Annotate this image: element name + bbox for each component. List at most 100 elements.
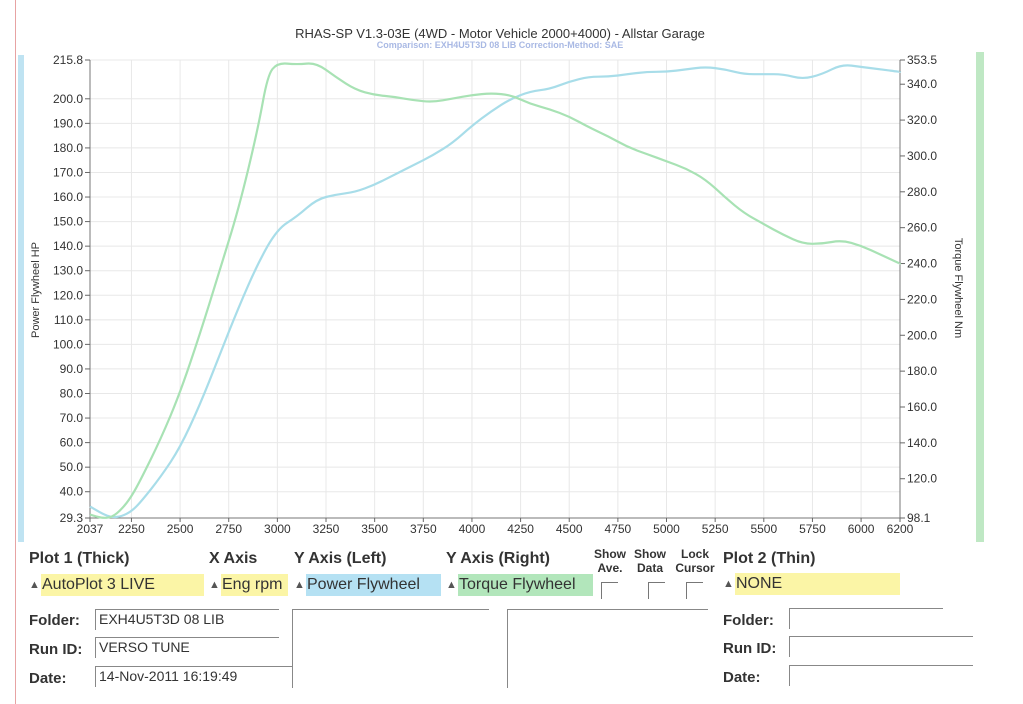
x-tick-label: 3750 bbox=[410, 522, 437, 536]
spinner-icon[interactable]: ▲︎ bbox=[294, 579, 305, 591]
plot1-date-label: Date: bbox=[29, 670, 67, 687]
right-tick-label: 260.0 bbox=[907, 221, 937, 235]
plot1-selector-value[interactable]: AutoPlot 3 LIVE bbox=[41, 574, 204, 596]
plot1-selector[interactable]: ▲︎ AutoPlot 3 LIVE bbox=[29, 574, 205, 596]
plot2-runid-value bbox=[789, 636, 973, 657]
x-tick-label: 5750 bbox=[799, 522, 826, 536]
x-tick-label: 5250 bbox=[702, 522, 729, 536]
lock-cursor-label: Lock Cursor bbox=[670, 547, 720, 575]
x-tick-label: 2250 bbox=[118, 522, 145, 536]
right-tick-label: 220.0 bbox=[907, 292, 937, 306]
left-tick-label: 150.0 bbox=[53, 215, 83, 229]
show-ave-label: Show Ave. bbox=[589, 547, 631, 575]
chart-series bbox=[89, 62, 902, 519]
spinner-icon[interactable]: ▲︎ bbox=[209, 579, 220, 591]
plot2-date-label: Date: bbox=[723, 669, 761, 686]
right-tick-label: 320.0 bbox=[907, 113, 937, 127]
x-tick-label: 3000 bbox=[264, 522, 291, 536]
right-tick-label: 120.0 bbox=[907, 472, 937, 486]
notes-box-2 bbox=[507, 609, 708, 688]
x-axis-ticks: 2037 2250 2500 2750 3000 3250 3500 3750 4000 4250… bbox=[77, 518, 914, 536]
left-tick-label: 160.0 bbox=[53, 190, 83, 204]
show-data-label-line1: Show bbox=[634, 547, 666, 561]
plot1-runid-value: VERSO TUNE bbox=[95, 637, 279, 658]
yleft-heading: Y Axis (Left) bbox=[294, 550, 387, 567]
xaxis-selector-value[interactable]: Eng rpm bbox=[221, 574, 288, 596]
left-tick-label: 120.0 bbox=[53, 288, 83, 302]
show-ave-checkbox[interactable] bbox=[601, 582, 618, 599]
plot2-date-value bbox=[789, 665, 973, 686]
right-tick-label: 240.0 bbox=[907, 257, 937, 271]
left-tick-label: 215.8 bbox=[53, 53, 83, 67]
right-tick-label: 98.1 bbox=[907, 511, 931, 525]
left-tick-label: 200.0 bbox=[53, 92, 83, 106]
chart-subtitle: Comparison: EXH4U5T3D 08 LIB Correction-… bbox=[376, 40, 624, 50]
right-axis-ticks: 353.5 340.0 320.0 300.0 280.0 260.0 240.0 220.0… bbox=[900, 53, 937, 525]
lock-cursor-label-line1: Lock bbox=[680, 547, 709, 561]
right-tick-label: 160.0 bbox=[907, 400, 937, 414]
series-line-torque-flywheel bbox=[89, 62, 902, 519]
chart-grid bbox=[89, 59, 901, 519]
plot2-selector[interactable]: ▲︎ NONE bbox=[723, 573, 901, 595]
left-tick-label: 170.0 bbox=[53, 165, 83, 179]
lock-cursor-label-line2: Cursor bbox=[675, 561, 715, 575]
x-tick-label: 3500 bbox=[361, 522, 388, 536]
xaxis-selector[interactable]: ▲︎ Eng rpm bbox=[209, 574, 289, 596]
dyno-chart[interactable]: 215.8 200.0 190.0 180.0 170.0 160.0 150.0 140.0… bbox=[0, 0, 1023, 550]
right-axis-color-band bbox=[976, 52, 984, 542]
left-tick-label: 60.0 bbox=[60, 436, 84, 450]
x-tick-label: 4500 bbox=[556, 522, 583, 536]
left-tick-label: 100.0 bbox=[53, 337, 83, 351]
plot1-folder-label: Folder: bbox=[29, 612, 80, 629]
x-tick-label: 2750 bbox=[215, 522, 242, 536]
yright-selector-value[interactable]: Torque Flywheel bbox=[458, 574, 593, 596]
right-tick-label: 140.0 bbox=[907, 436, 937, 450]
series-line-power-flywheel bbox=[89, 64, 902, 519]
spinner-icon[interactable]: ▲︎ bbox=[723, 578, 734, 590]
notes-box-1 bbox=[292, 609, 489, 688]
x-tick-label: 5500 bbox=[750, 522, 777, 536]
right-tick-label: 200.0 bbox=[907, 328, 937, 342]
plot2-heading: Plot 2 (Thin) bbox=[723, 550, 816, 567]
yright-heading: Y Axis (Right) bbox=[446, 550, 551, 567]
show-ave-label-line2: Ave. bbox=[597, 561, 623, 575]
left-tick-label: 70.0 bbox=[60, 411, 84, 425]
xaxis-heading: X Axis bbox=[209, 550, 258, 567]
x-tick-label: 6000 bbox=[848, 522, 875, 536]
left-tick-label: 29.3 bbox=[60, 511, 84, 525]
left-tick-label: 40.0 bbox=[60, 485, 84, 499]
plot2-folder-label: Folder: bbox=[723, 612, 774, 629]
left-tick-label: 180.0 bbox=[53, 141, 83, 155]
plot2-selector-value[interactable]: NONE bbox=[735, 573, 900, 595]
right-tick-label: 353.5 bbox=[907, 53, 937, 67]
x-tick-label: 4750 bbox=[605, 522, 632, 536]
x-tick-label: 6200 bbox=[887, 522, 914, 536]
plot1-heading: Plot 1 (Thick) bbox=[29, 550, 130, 567]
right-axis-label: Torque Flywheel Nm bbox=[952, 237, 964, 339]
chart-title: RHAS-SP V1.3-03E (4WD - Motor Vehicle 20… bbox=[295, 26, 705, 41]
page-edge-line bbox=[15, 0, 16, 704]
left-axis-ticks: 215.8 200.0 190.0 180.0 170.0 160.0 150.0 140.0… bbox=[53, 53, 90, 525]
left-tick-label: 110.0 bbox=[54, 313, 83, 327]
lock-cursor-checkbox[interactable] bbox=[686, 582, 703, 599]
chart-axes bbox=[89, 60, 901, 519]
left-tick-label: 50.0 bbox=[60, 460, 84, 474]
yleft-selector-value[interactable]: Power Flywheel bbox=[306, 574, 441, 596]
left-axis-color-band bbox=[18, 55, 24, 542]
left-tick-label: 130.0 bbox=[53, 264, 83, 278]
right-tick-label: 340.0 bbox=[907, 77, 937, 91]
yleft-selector[interactable]: ▲︎ Power Flywheel bbox=[294, 574, 442, 596]
left-tick-label: 80.0 bbox=[60, 386, 84, 400]
show-data-label-line2: Data bbox=[636, 561, 663, 575]
left-axis-label: Power Flywheel HP bbox=[30, 242, 42, 338]
yright-selector[interactable]: ▲︎ Torque Flywheel bbox=[446, 574, 594, 596]
plot1-runid-label: Run ID: bbox=[29, 641, 83, 658]
x-tick-label: 3250 bbox=[313, 522, 340, 536]
x-tick-label: 2037 bbox=[77, 522, 104, 536]
spinner-icon[interactable]: ▲︎ bbox=[29, 579, 40, 591]
show-data-label: Show Data bbox=[632, 547, 668, 575]
plot2-runid-label: Run ID: bbox=[723, 640, 777, 657]
left-tick-label: 90.0 bbox=[60, 362, 84, 376]
show-data-checkbox[interactable] bbox=[648, 582, 665, 599]
spinner-icon[interactable]: ▲︎ bbox=[446, 579, 457, 591]
